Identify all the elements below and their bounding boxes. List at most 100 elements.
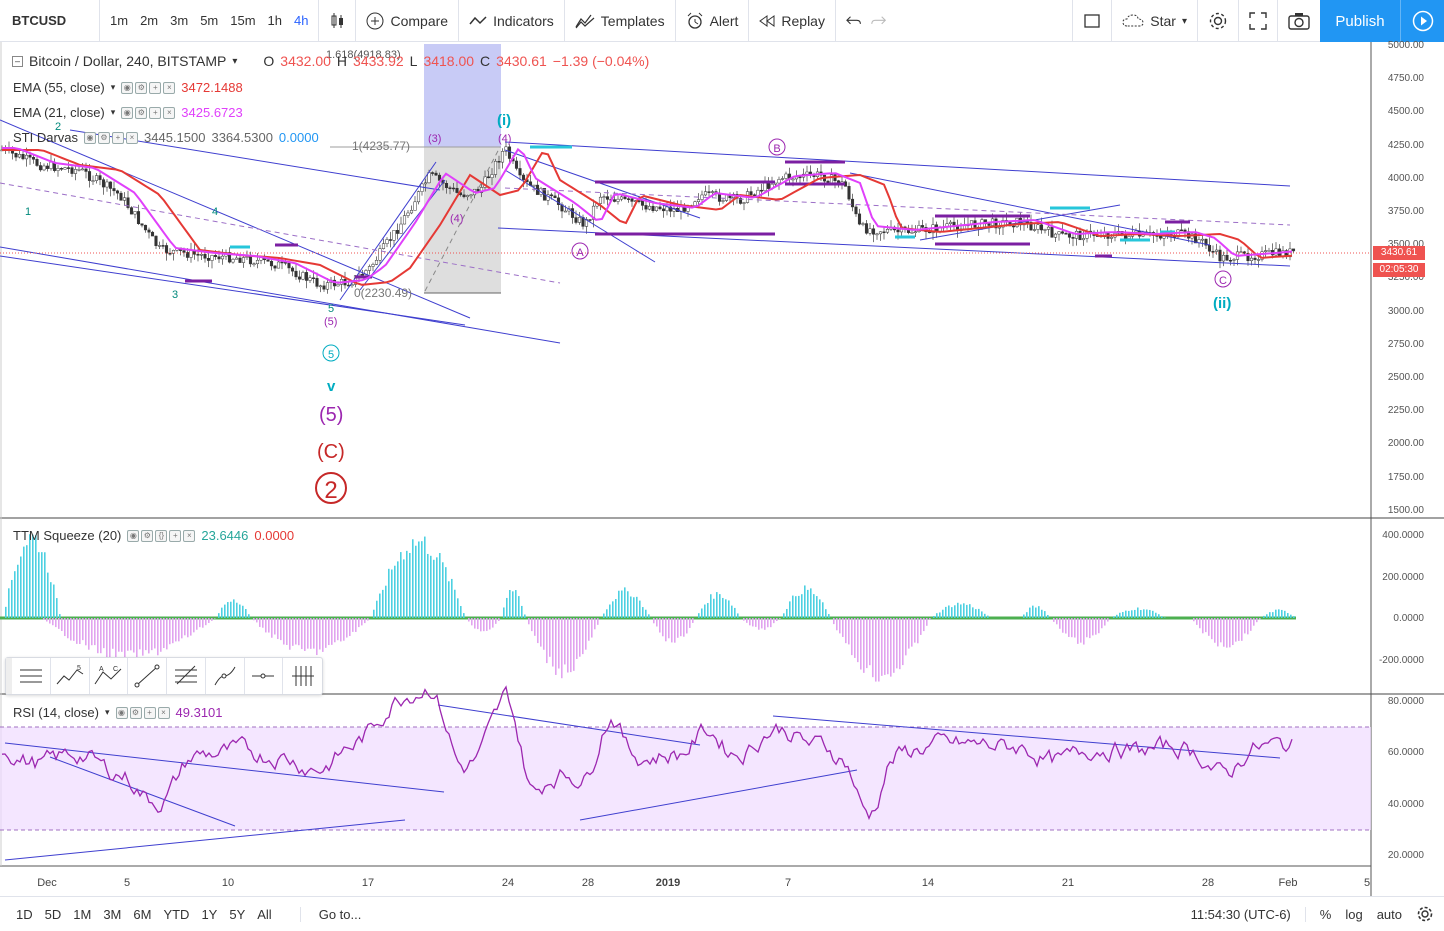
ttm-bar bbox=[58, 618, 60, 629]
chart-canvas[interactable]: 1.618(4918.83) 1(4235.77) 0(2230.49) (i)… bbox=[0, 42, 1444, 896]
candle-body bbox=[38, 165, 43, 171]
candle-body bbox=[630, 198, 634, 202]
tool-brush[interactable] bbox=[206, 658, 245, 694]
time-axis-label: 14 bbox=[921, 877, 935, 889]
ttm-bar bbox=[415, 545, 417, 618]
ttm-bar bbox=[1119, 612, 1121, 618]
interval-4h[interactable]: 4h bbox=[294, 13, 309, 28]
alert-button[interactable]: Alert bbox=[676, 0, 750, 42]
collapse-icon[interactable]: – bbox=[12, 55, 23, 67]
ema55-legend[interactable]: EMA (55, close) ▾ ◉ ⚙ + × 3472.1488 bbox=[13, 80, 243, 95]
candle-body bbox=[1060, 231, 1065, 234]
fullscreen-button[interactable] bbox=[1239, 0, 1278, 42]
candle-body bbox=[294, 270, 298, 278]
tool-fib[interactable] bbox=[167, 658, 206, 694]
indicators-button[interactable]: Indicators bbox=[459, 0, 565, 42]
ttm-bar bbox=[869, 618, 871, 666]
range-button[interactable]: 1M bbox=[73, 906, 92, 922]
ttm-bar bbox=[1053, 618, 1055, 622]
legend-buttons[interactable]: ◉ ⚙{} + × bbox=[127, 529, 196, 542]
ttm-legend[interactable]: TTM Squeeze (20) ◉ ⚙{} + × 23.6446 0.0000 bbox=[13, 528, 294, 543]
ttm-bar bbox=[905, 618, 907, 656]
gear-icon[interactable] bbox=[1416, 905, 1434, 923]
candle-body bbox=[388, 239, 393, 241]
interval-15m[interactable]: 15m bbox=[230, 13, 256, 28]
ttm-bar bbox=[495, 618, 497, 624]
ttm-bar bbox=[85, 618, 87, 646]
ttm-bar bbox=[770, 618, 772, 628]
fullscreen-layout-button[interactable] bbox=[1072, 0, 1113, 42]
ema21-value: 3425.6723 bbox=[181, 105, 243, 120]
tool-trendline[interactable] bbox=[128, 658, 167, 694]
ttm-bar bbox=[1104, 618, 1106, 626]
star-button[interactable]: Star ▾ bbox=[1112, 0, 1198, 42]
range-button[interactable]: All bbox=[257, 906, 272, 922]
ttm-bar bbox=[851, 618, 853, 656]
legend-buttons[interactable]: ◉ ⚙ + × bbox=[121, 106, 176, 119]
templates-button[interactable]: Templates bbox=[565, 0, 676, 42]
darvas-legend[interactable]: STI Darvas ◉ ⚙ + × 3445.1500 3364.5300 0.00… bbox=[13, 130, 319, 145]
range-button[interactable]: 6M bbox=[133, 906, 152, 922]
range-button[interactable]: 1D bbox=[16, 906, 33, 922]
legend-buttons[interactable]: ◉ ⚙ + × bbox=[121, 81, 176, 94]
clock[interactable]: 11:54:30 (UTC-6) bbox=[1190, 906, 1291, 922]
goto-button[interactable]: Go to... bbox=[299, 906, 361, 922]
candle-body bbox=[126, 197, 130, 208]
rsi-legend[interactable]: RSI (14, close) ▾ ◉ ⚙ + × 49.3101 bbox=[13, 705, 223, 720]
interval-1h[interactable]: 1h bbox=[267, 13, 283, 28]
ttm-bar bbox=[789, 601, 791, 618]
redo-icon[interactable] bbox=[870, 14, 888, 28]
candle-body bbox=[896, 229, 900, 233]
candle-body bbox=[56, 168, 60, 171]
ttm-bar bbox=[752, 618, 754, 627]
auto-toggle[interactable]: auto bbox=[1376, 906, 1402, 922]
ttm-bar bbox=[172, 618, 174, 644]
ttm-bar bbox=[445, 567, 447, 618]
candle-body bbox=[374, 260, 379, 265]
ttm-bar bbox=[1056, 618, 1058, 625]
candle-body bbox=[143, 224, 148, 231]
candle-body bbox=[1256, 259, 1261, 261]
range-button[interactable]: 5D bbox=[44, 906, 62, 922]
interval-3m[interactable]: 3m bbox=[170, 13, 189, 28]
series-title[interactable]: Bitcoin / Dollar, 240, BITSTAMP bbox=[29, 53, 227, 69]
ttm-bar bbox=[205, 618, 207, 626]
time-axis-label: Feb bbox=[1278, 877, 1298, 889]
chevron-down-icon[interactable]: ▾ bbox=[232, 55, 238, 67]
range-button[interactable]: 5Y bbox=[229, 906, 246, 922]
tool-horizontal-ray[interactable] bbox=[245, 658, 284, 694]
ttm-bar bbox=[552, 618, 554, 667]
candle-body bbox=[227, 252, 232, 263]
replay-button[interactable]: Replay bbox=[749, 0, 836, 42]
svg-text:A: A bbox=[99, 666, 104, 673]
percent-toggle[interactable]: % bbox=[1304, 906, 1331, 922]
tool-elliott-impulse[interactable]: 5 bbox=[51, 658, 90, 694]
settings-button[interactable] bbox=[1198, 0, 1239, 42]
tool-vertical-lines[interactable] bbox=[283, 658, 322, 694]
range-button[interactable]: 1Y bbox=[201, 906, 218, 922]
ttm-bar bbox=[202, 618, 204, 628]
symbol-search[interactable]: BTCUSD bbox=[0, 0, 100, 42]
candle-body bbox=[553, 195, 557, 199]
interval-5m[interactable]: 5m bbox=[200, 13, 219, 28]
play-button[interactable] bbox=[1400, 0, 1444, 42]
compare-button[interactable]: Compare bbox=[356, 0, 460, 42]
interval-1m[interactable]: 1m bbox=[110, 13, 129, 28]
undo-icon[interactable] bbox=[846, 14, 864, 28]
ttm-bar bbox=[854, 618, 856, 658]
candle-body bbox=[777, 179, 781, 184]
legend-buttons[interactable]: ◉ ⚙ + × bbox=[84, 131, 139, 144]
chart-type-button[interactable] bbox=[319, 0, 357, 42]
ema21-legend[interactable]: EMA (21, close) ▾ ◉ ⚙ + × 3425.6723 bbox=[13, 105, 243, 120]
interval-2m[interactable]: 2m bbox=[140, 13, 159, 28]
snapshot-button[interactable] bbox=[1278, 0, 1320, 42]
legend-buttons[interactable]: ◉ ⚙ + × bbox=[115, 706, 170, 719]
tool-horizontal-lines[interactable] bbox=[6, 658, 51, 694]
log-toggle[interactable]: log bbox=[1345, 906, 1363, 922]
range-button[interactable]: 3M bbox=[103, 906, 122, 922]
ttm-bar bbox=[692, 618, 694, 623]
publish-button[interactable]: Publish bbox=[1320, 0, 1400, 42]
range-button[interactable]: YTD bbox=[163, 906, 190, 922]
ttm-bar bbox=[801, 594, 803, 618]
